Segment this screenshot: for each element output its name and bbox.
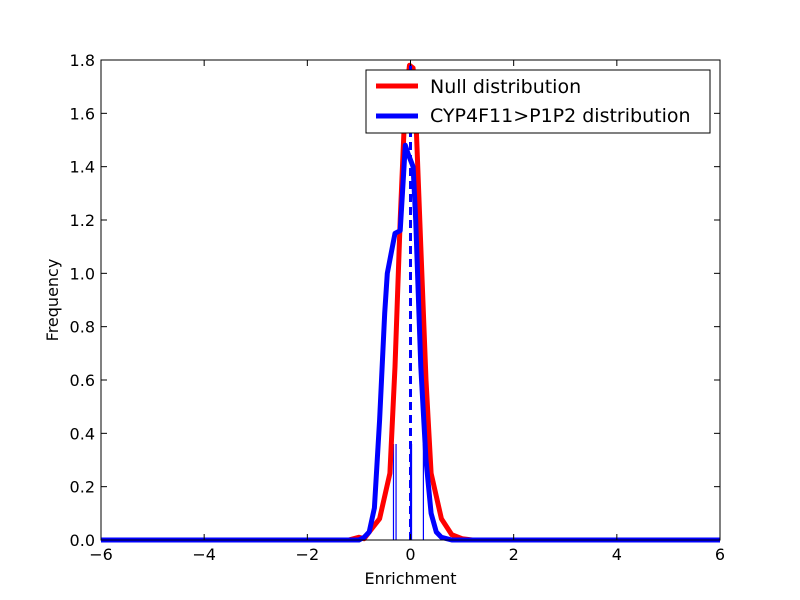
y-tick-label: 0.8 bbox=[70, 318, 95, 337]
series-line-cyp4f11 bbox=[101, 142, 720, 543]
y-axis-label: Frequency bbox=[43, 259, 62, 342]
x-tick-label: 2 bbox=[509, 545, 519, 564]
legend: Null distribution CYP4F11>P1P2 distribut… bbox=[365, 69, 711, 134]
x-tick-label: −4 bbox=[192, 545, 216, 564]
x-tick-label: −2 bbox=[296, 545, 320, 564]
legend-label-null: Null distribution bbox=[430, 76, 581, 98]
y-tick-label: 0.2 bbox=[70, 478, 95, 497]
axis-ticks: −6 −4 −2 0 2 4 6 0.0 0.2 0.4 0.6 0.8 1.0 1.2 1.4 1.6 1.8 bbox=[70, 51, 726, 564]
x-axis-label: Enrichment bbox=[364, 569, 456, 588]
y-tick-label: 1.4 bbox=[70, 158, 95, 177]
series-lines bbox=[101, 62, 720, 543]
legend-box bbox=[365, 69, 711, 134]
x-tick-label: 6 bbox=[715, 545, 725, 564]
legend-label-cyp4f11: CYP4F11>P1P2 distribution bbox=[430, 105, 691, 127]
x-tick-label: 0 bbox=[405, 545, 415, 564]
x-tick-label: 4 bbox=[612, 545, 622, 564]
y-tick-label: 0.0 bbox=[70, 531, 95, 550]
y-tick-label: 1.6 bbox=[70, 104, 95, 123]
x-tick-label: −6 bbox=[89, 545, 113, 564]
y-tick-label: 0.6 bbox=[70, 371, 95, 390]
y-tick-label: 0.4 bbox=[70, 424, 95, 443]
y-tick-label: 1.8 bbox=[70, 51, 95, 70]
plot-area: −6 −4 −2 0 2 4 6 0.0 0.2 0.4 0.6 0.8 1.0 1.2 1.4 1.6 1.8 bbox=[70, 51, 726, 564]
y-tick-label: 1.2 bbox=[70, 211, 95, 230]
y-tick-label: 1.0 bbox=[70, 264, 95, 283]
